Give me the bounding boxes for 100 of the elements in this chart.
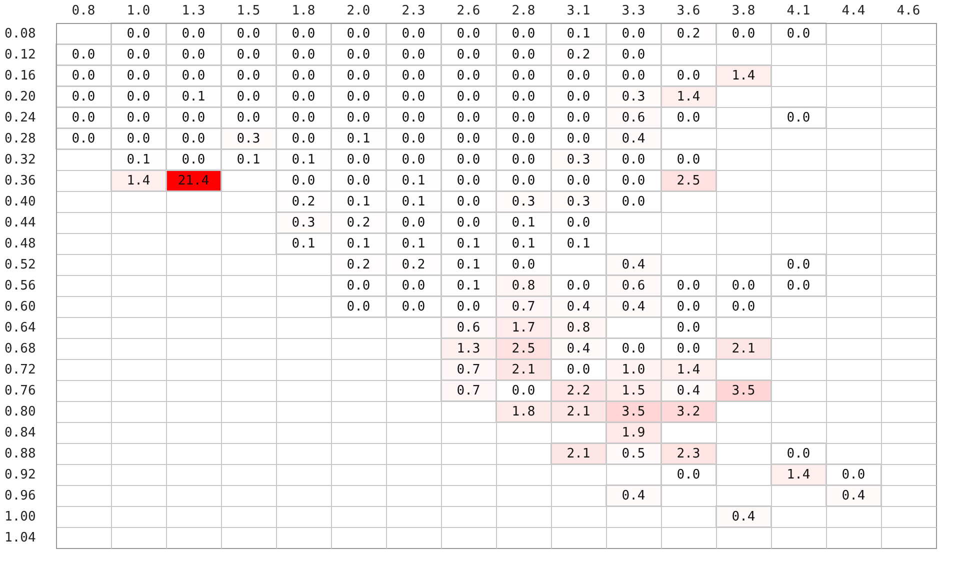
data-label: 0.3 — [236, 132, 260, 146]
data-label: 0.0 — [236, 90, 260, 104]
data-label: 2.1 — [512, 362, 536, 378]
y-tick-label: 0.32 — [4, 152, 36, 168]
data-label: 0.0 — [512, 258, 536, 272]
data-label: 0.0 — [456, 48, 480, 62]
data-label: 0.0 — [456, 68, 480, 84]
data-label: 0.0 — [72, 48, 96, 62]
data-label: 0.0 — [126, 48, 150, 62]
data-label: 0.6 — [622, 278, 646, 294]
data-label: 0.0 — [402, 132, 426, 146]
x-tick-label: 1.5 — [236, 4, 260, 18]
data-label: 0.0 — [622, 26, 646, 42]
x-tick-label: 4.1 — [786, 4, 810, 18]
data-label: 0.0 — [182, 110, 206, 126]
data-label: 0.0 — [346, 278, 370, 294]
data-label: 0.0 — [346, 90, 370, 104]
data-label: 0.0 — [512, 48, 536, 62]
data-label: 0.0 — [292, 48, 316, 62]
data-label: 0.6 — [456, 320, 480, 336]
data-label: 0.0 — [786, 258, 810, 272]
data-label: 1.3 — [456, 342, 480, 356]
data-label: 0.0 — [126, 68, 150, 84]
data-label: 0.0 — [236, 26, 260, 42]
data-label: 0.0 — [456, 132, 480, 146]
data-label: 0.0 — [676, 320, 700, 336]
data-label: 0.0 — [182, 48, 206, 62]
data-label: 0.0 — [622, 194, 646, 210]
data-label: 0.0 — [732, 300, 756, 314]
data-label: 0.0 — [402, 152, 426, 168]
data-label: 0.4 — [566, 342, 590, 356]
data-label: 0.5 — [622, 446, 646, 462]
data-label: 0.1 — [182, 90, 206, 104]
data-label: 1.4 — [676, 362, 700, 378]
data-label: 0.0 — [456, 174, 480, 188]
data-label: 1.0 — [622, 362, 646, 378]
y-tick-label: 0.88 — [4, 446, 36, 462]
y-tick-label: 0.68 — [4, 342, 36, 356]
data-label: 0.0 — [292, 110, 316, 126]
data-label: 0.0 — [512, 110, 536, 126]
x-tick-label: 4.4 — [842, 4, 866, 18]
data-label: 0.0 — [566, 278, 590, 294]
x-tick-label: 1.3 — [182, 4, 206, 18]
x-tick-label: 2.8 — [512, 4, 536, 18]
data-label: 1.9 — [622, 426, 646, 440]
data-label: 0.4 — [842, 488, 866, 504]
data-label: 0.1 — [402, 194, 426, 210]
data-label: 0.0 — [622, 342, 646, 356]
data-label: 0.0 — [786, 110, 810, 126]
data-label: 0.8 — [512, 278, 536, 294]
data-label: 1.7 — [512, 320, 536, 336]
data-label: 2.5 — [512, 342, 536, 356]
data-label: 0.1 — [512, 216, 536, 230]
data-label: 0.0 — [402, 68, 426, 84]
data-label: 0.0 — [676, 68, 700, 84]
data-label: 0.0 — [292, 26, 316, 42]
x-tick-label: 3.1 — [566, 4, 590, 18]
data-label: 0.3 — [566, 152, 590, 168]
data-label: 0.0 — [622, 48, 646, 62]
data-label: 0.3 — [622, 90, 646, 104]
data-label: 0.0 — [676, 110, 700, 126]
y-tick-label: 0.20 — [4, 90, 36, 104]
data-label: 0.0 — [402, 300, 426, 314]
data-label: 0.0 — [512, 90, 536, 104]
data-label: 0.0 — [512, 152, 536, 168]
data-label: 0.0 — [402, 90, 426, 104]
data-label: 1.4 — [732, 68, 756, 84]
data-label: 0.0 — [346, 48, 370, 62]
data-label: 2.3 — [676, 446, 700, 462]
data-label: 0.0 — [456, 110, 480, 126]
data-label: 0.0 — [182, 132, 206, 146]
data-label: 0.0 — [182, 152, 206, 168]
data-label: 0.1 — [456, 236, 480, 252]
data-label: 0.3 — [512, 194, 536, 210]
data-label: 0.0 — [566, 216, 590, 230]
y-tick-label: 0.44 — [4, 216, 36, 230]
data-label: 0.0 — [622, 68, 646, 84]
data-label: 0.1 — [402, 236, 426, 252]
y-tick-label: 0.72 — [4, 362, 36, 378]
data-label: 0.1 — [346, 194, 370, 210]
data-label: 0.1 — [292, 152, 316, 168]
data-label: 0.0 — [842, 468, 866, 482]
y-tick-label: 0.08 — [4, 26, 36, 42]
data-label: 1.4 — [786, 468, 810, 482]
data-label: 0.0 — [622, 174, 646, 188]
data-label: 0.0 — [456, 216, 480, 230]
y-tick-label: 1.04 — [4, 530, 36, 546]
data-label: 0.0 — [566, 362, 590, 378]
data-label: 2.1 — [566, 446, 590, 462]
y-tick-label: 0.12 — [4, 48, 36, 62]
x-tick-label: 1.0 — [126, 4, 150, 18]
y-tick-label: 0.56 — [4, 278, 36, 294]
data-label: 0.0 — [402, 48, 426, 62]
data-label: 0.1 — [292, 236, 316, 252]
data-label: 0.1 — [566, 236, 590, 252]
y-tick-label: 0.36 — [4, 174, 36, 188]
y-tick-label: 0.96 — [4, 488, 36, 504]
data-label: 0.3 — [566, 194, 590, 210]
data-label: 0.0 — [566, 174, 590, 188]
data-label: 0.0 — [456, 300, 480, 314]
